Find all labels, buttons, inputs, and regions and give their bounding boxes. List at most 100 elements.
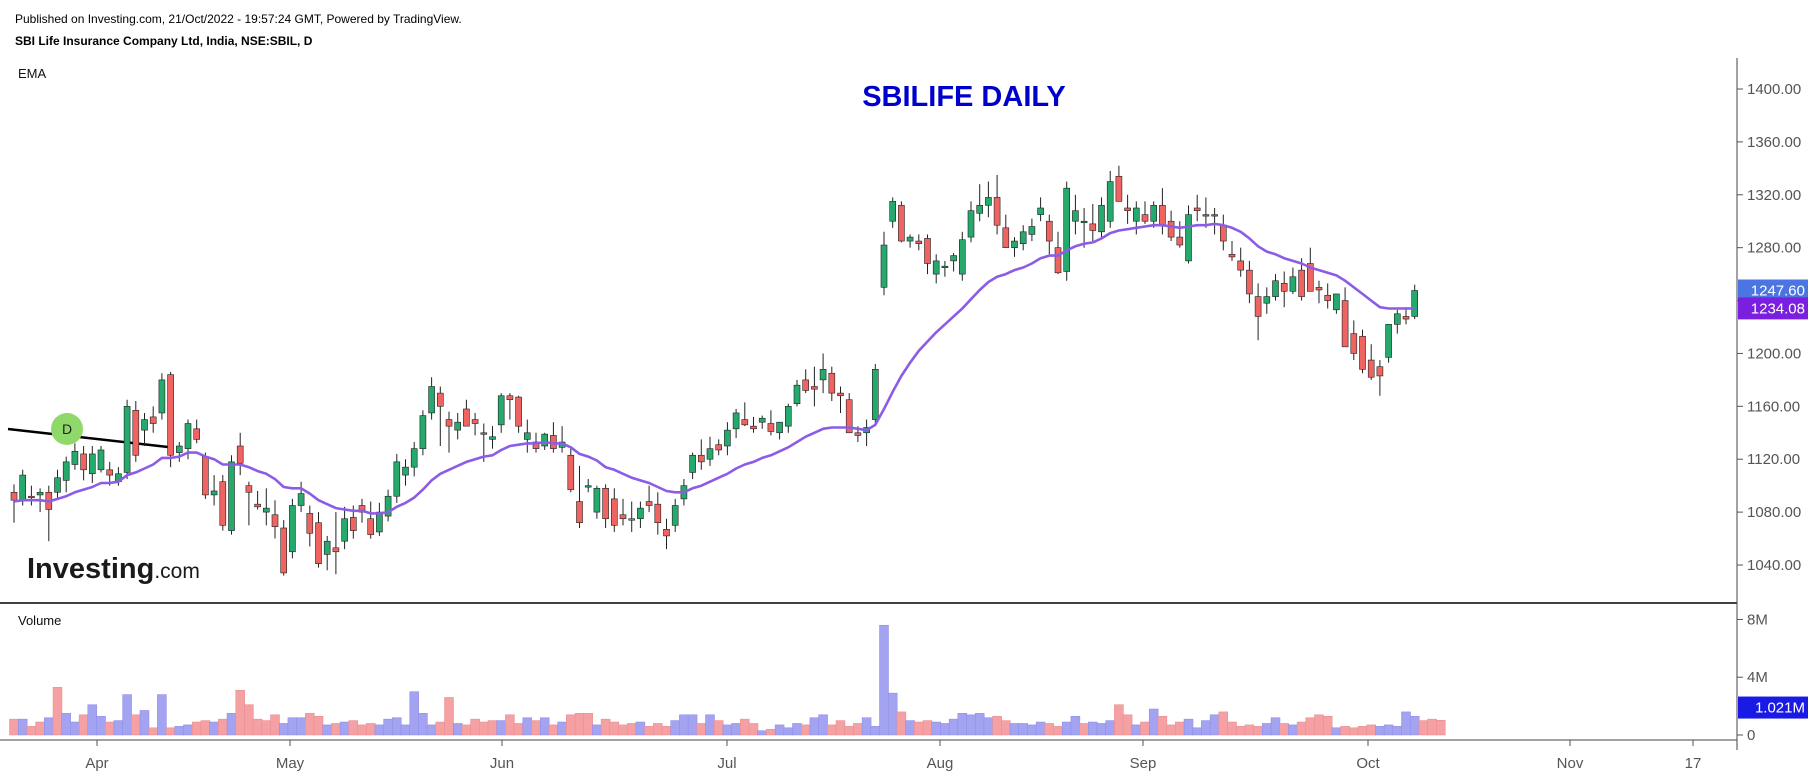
volume-bar — [1035, 721, 1046, 736]
candle-body — [367, 518, 375, 535]
indicator-label: EMA — [18, 66, 47, 81]
candle-body — [1150, 205, 1157, 222]
volume-bar — [626, 723, 637, 736]
volume-bar — [200, 720, 211, 736]
volume-bar — [1322, 715, 1333, 736]
candle-body — [541, 433, 549, 447]
chart-title: SBILIFE DAILY — [862, 81, 1066, 113]
volume-bar — [1366, 724, 1376, 736]
volume-bar — [722, 724, 733, 736]
candle-body — [1159, 205, 1166, 226]
candle-body — [880, 244, 888, 288]
volume-bar — [1331, 727, 1342, 736]
volume-bar — [131, 714, 141, 736]
volume-bar — [331, 723, 341, 736]
volume-bar — [835, 720, 846, 736]
volume-tick-label: 8M — [1747, 611, 1768, 628]
candle-body — [784, 406, 792, 427]
volume-bar — [1253, 726, 1263, 736]
volume-bar — [766, 728, 776, 736]
volume-bar — [1027, 724, 1037, 736]
candle-body — [376, 511, 383, 533]
volume-bar — [426, 724, 437, 736]
candle-body — [967, 210, 975, 238]
candle-body — [1054, 247, 1062, 274]
candle-body — [663, 528, 670, 537]
volume-bar — [1392, 726, 1403, 736]
candle-body — [993, 197, 1001, 226]
volume-bar — [261, 720, 272, 736]
volume-bar — [1079, 723, 1089, 736]
volume-bar — [122, 694, 132, 736]
volume-label: Volume — [18, 613, 61, 628]
candle-body — [724, 429, 731, 447]
volume-bar — [783, 727, 794, 736]
volume-bar — [1044, 723, 1055, 736]
candle-body — [610, 498, 618, 526]
ema-value-tag: 1234.08 — [1751, 300, 1805, 317]
volume-bar — [61, 713, 71, 736]
volume-bar — [1401, 711, 1411, 736]
candle-body — [410, 448, 418, 468]
candle-body — [132, 409, 140, 456]
volume-bar — [418, 713, 428, 736]
volume-bar — [496, 720, 506, 736]
candle-body — [845, 399, 853, 434]
candle-body — [1376, 366, 1384, 377]
candle-body — [854, 432, 862, 436]
volume-bar — [52, 687, 63, 736]
volume-bar — [348, 720, 359, 736]
volume-bar — [104, 721, 115, 736]
last-volume-tag: 1.021M — [1755, 700, 1805, 717]
candle-body — [80, 453, 87, 471]
candle-body — [811, 386, 818, 390]
candle-body — [54, 477, 61, 493]
volume-bar — [1296, 721, 1307, 736]
volume-bar — [1288, 724, 1298, 736]
volume-bar — [679, 714, 689, 736]
volume-bar — [574, 713, 585, 736]
volume-bar — [157, 694, 167, 736]
candle-body — [384, 495, 392, 517]
candle-body — [584, 485, 592, 488]
candle-body — [1341, 300, 1349, 348]
candle-body — [28, 495, 35, 499]
investing-watermark: Investing.com — [27, 553, 200, 585]
volume-bar — [1105, 720, 1115, 736]
volume-bar — [513, 723, 524, 736]
volume-bar — [1209, 714, 1220, 736]
volume-bar — [313, 715, 324, 736]
volume-bar — [1270, 717, 1281, 736]
volume-bar — [1001, 720, 1011, 736]
candle-body — [1367, 359, 1375, 378]
candle-body — [149, 416, 157, 424]
volume-bar — [827, 724, 837, 736]
candle-body — [289, 505, 296, 553]
volume-bar — [278, 723, 289, 736]
volume-bar — [1235, 726, 1246, 736]
volume-bar — [705, 714, 715, 736]
marker-circle — [51, 413, 83, 445]
volume-bar — [818, 714, 828, 736]
volume-bar — [974, 713, 985, 736]
price-tick-label: 1120.00 — [1747, 451, 1800, 468]
volume-bar — [905, 720, 915, 736]
volume-bar — [96, 715, 106, 736]
price-tick-label: 1040.00 — [1747, 557, 1801, 574]
time-tick-label: Oct — [1356, 755, 1380, 772]
volume-bar — [78, 714, 89, 736]
candle-body — [750, 425, 757, 430]
volume-bar — [1061, 721, 1072, 736]
volume-bar — [1314, 714, 1324, 736]
volume-bar — [1427, 718, 1437, 736]
volume-bar — [922, 720, 933, 736]
volume-tick-label: 0 — [1747, 727, 1755, 744]
candle-body — [167, 374, 174, 456]
candle-body — [1350, 333, 1358, 354]
candle-body — [654, 503, 662, 523]
candle-body — [1106, 181, 1114, 222]
candle-body — [741, 419, 749, 426]
volume-bar — [1218, 711, 1229, 736]
volume-bar — [635, 721, 646, 736]
